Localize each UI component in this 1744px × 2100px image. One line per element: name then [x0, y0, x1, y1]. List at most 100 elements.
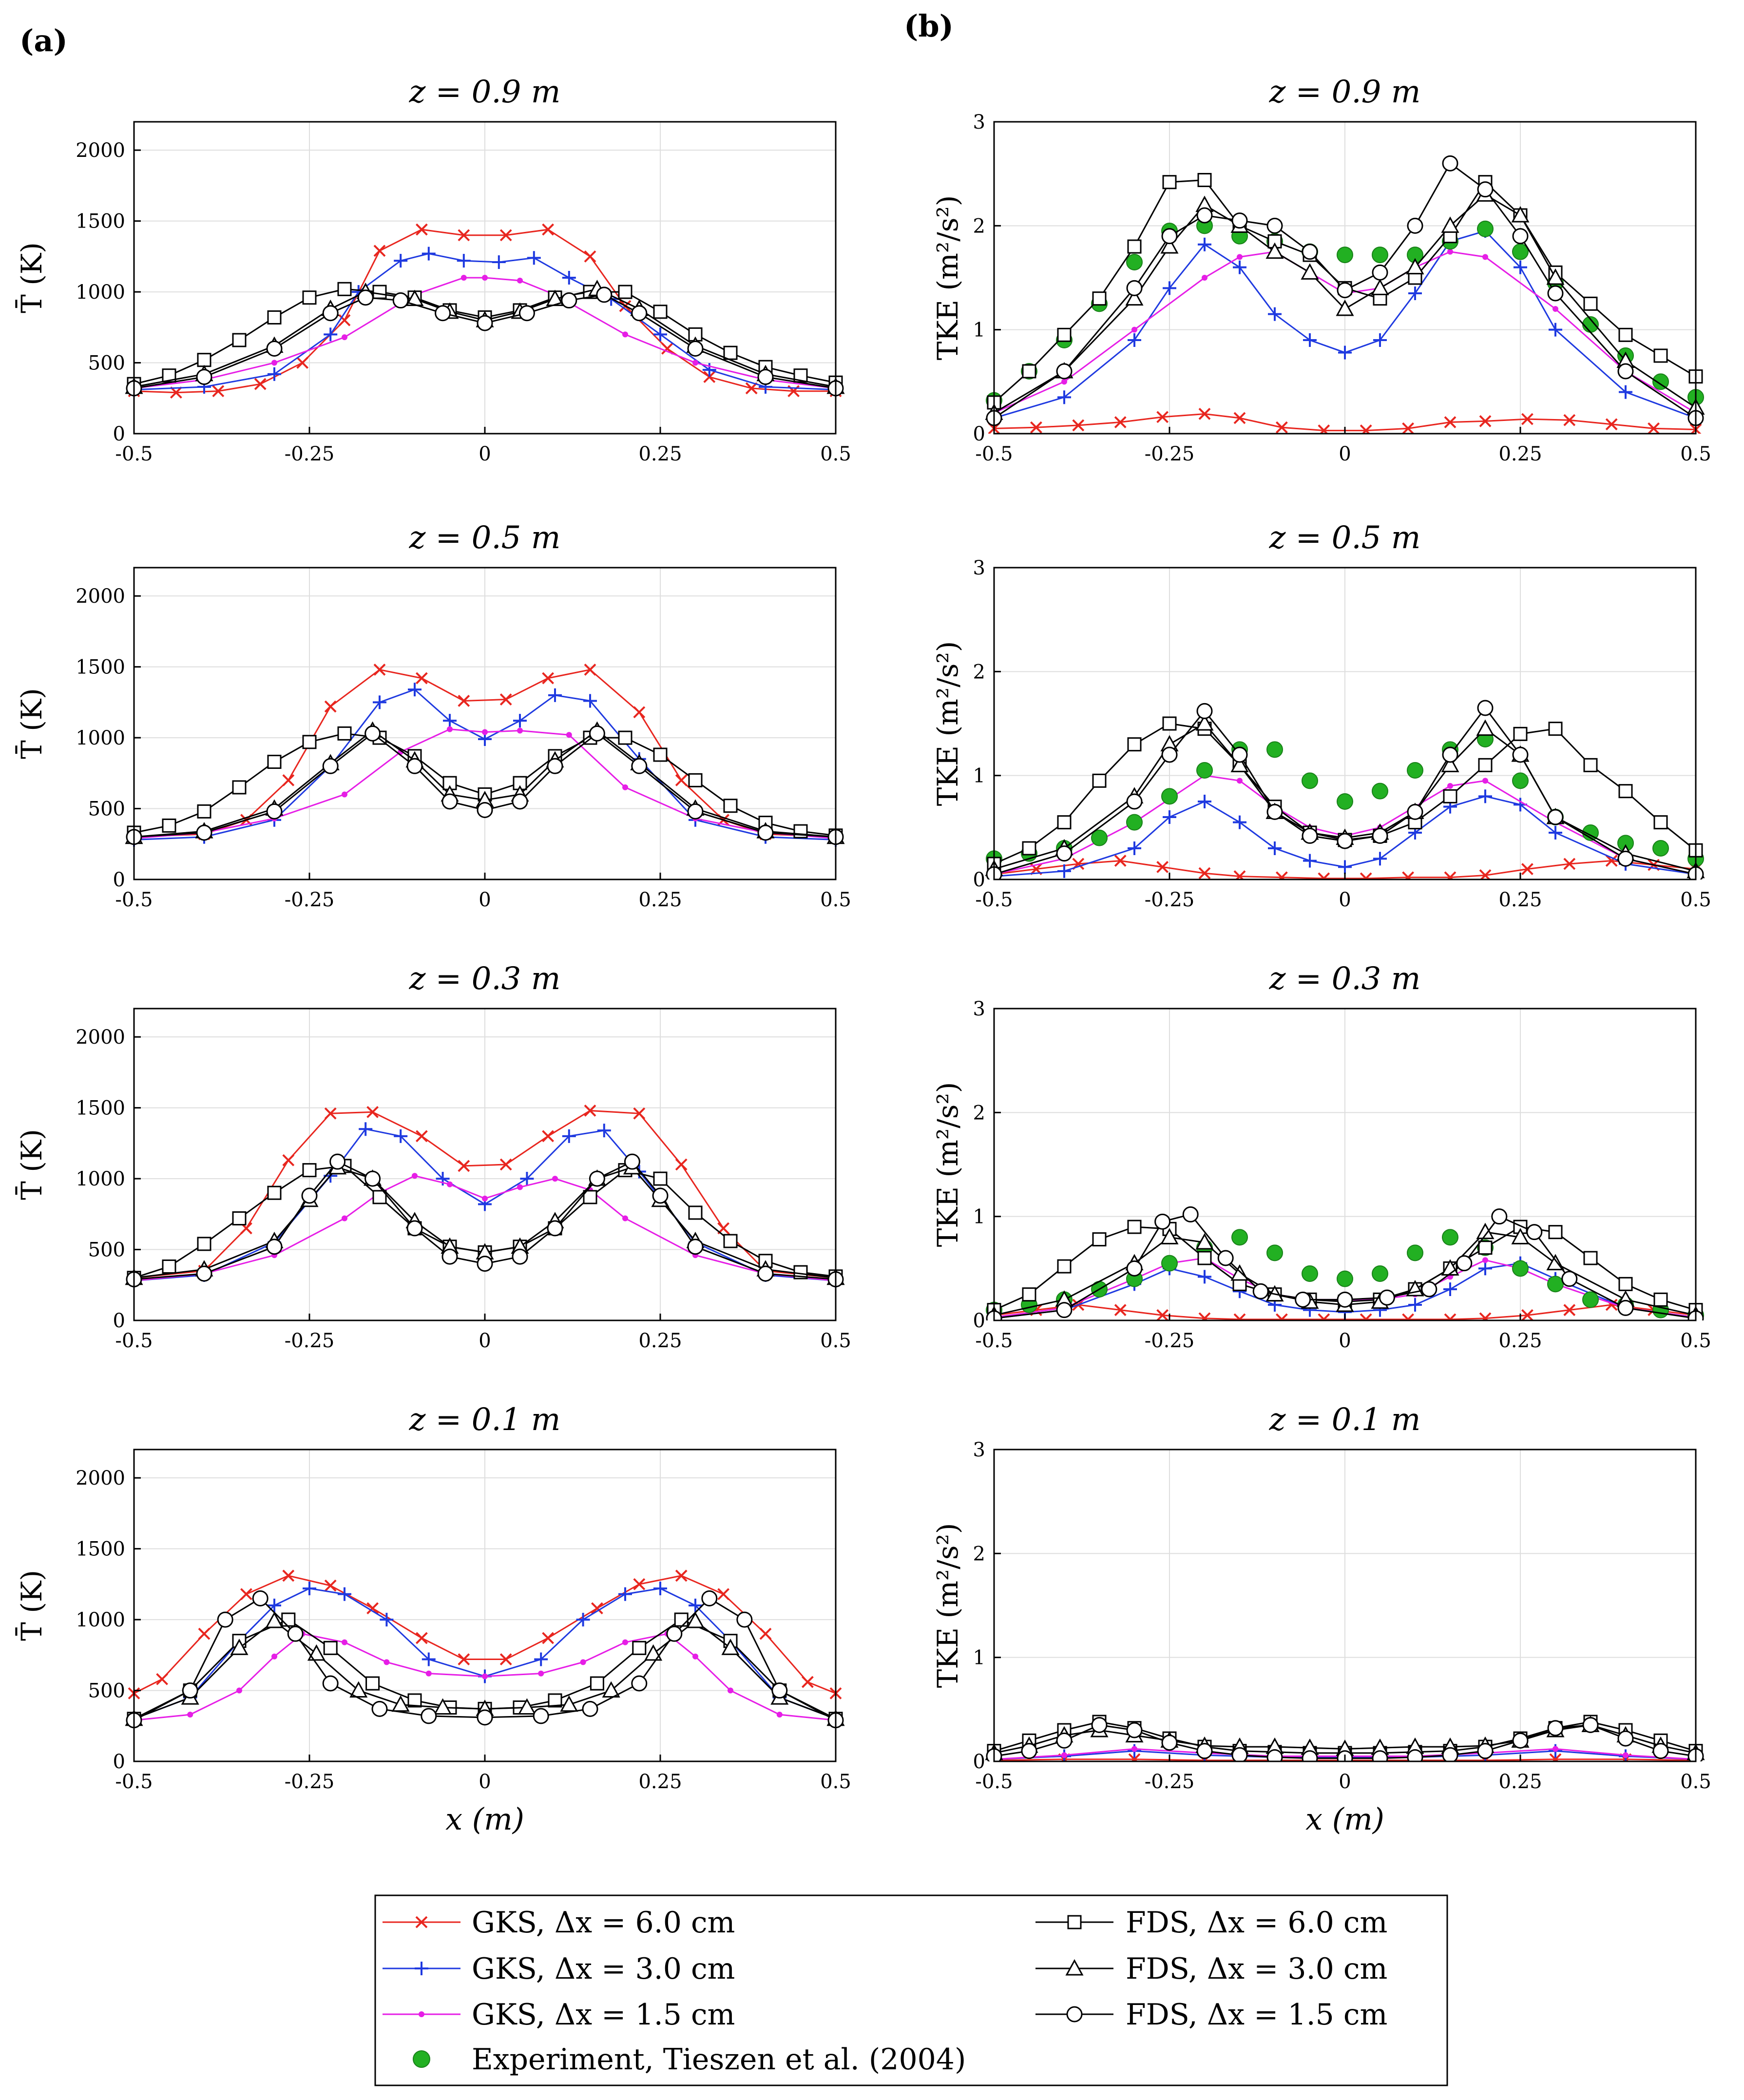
point-fds15: [652, 1187, 669, 1204]
point-fds60: [232, 333, 247, 347]
point-fds15: [1561, 1271, 1578, 1287]
point-gks15: [622, 1639, 628, 1645]
point-fds60: [1653, 348, 1668, 363]
point-gks60: [499, 229, 512, 242]
y-tick-label: 1: [973, 319, 985, 342]
point-fds30: [434, 1698, 452, 1715]
point-fds15: [1652, 1743, 1669, 1759]
point-fds15: [477, 315, 493, 331]
point-fds60: [723, 1234, 738, 1248]
point-gks15: [692, 360, 698, 366]
point-gks30: [562, 1129, 576, 1143]
point-gks60: [1648, 422, 1660, 434]
legend-marker-fds60: [1067, 1915, 1082, 1929]
point-fds15: [1231, 1747, 1248, 1761]
point-gks60: [1114, 1304, 1127, 1317]
point-gks60: [1521, 413, 1533, 425]
point-gks60: [1198, 408, 1211, 420]
point-gks60: [1360, 1313, 1372, 1320]
legend-label-fds30: FDS, Δx = 3.0 cm: [1126, 1952, 1387, 1986]
y-tick-label: 2000: [76, 139, 125, 162]
x-axis-label: x (m): [1305, 1801, 1384, 1837]
point-fds15: [512, 793, 528, 810]
point-gks15: [271, 360, 277, 366]
point-fds15: [701, 1590, 718, 1606]
point-exp: [1196, 762, 1213, 779]
point-gks30: [1373, 852, 1387, 866]
y-tick-label: 1000: [76, 1609, 125, 1631]
point-fds30: [1511, 1228, 1530, 1244]
point-gks60: [282, 774, 295, 786]
point-fds15: [1512, 746, 1529, 763]
point-gks60: [633, 1107, 646, 1120]
point-gks60: [366, 1106, 379, 1118]
point-fds15: [1379, 1289, 1395, 1306]
point-gks60: [633, 706, 646, 719]
point-fds30: [265, 1611, 284, 1628]
point-fds60: [232, 1211, 247, 1226]
point-gks30: [1268, 841, 1282, 855]
point-fds60: [1022, 364, 1036, 379]
x-tick-label: -0.5: [975, 443, 1013, 465]
point-fds15: [589, 725, 605, 742]
point-fds15: [1217, 1250, 1234, 1266]
point-fds60: [1513, 726, 1528, 741]
legend-item-fds30: FDS, Δx = 3.0 cm: [1035, 1952, 1387, 1986]
point-gks60: [1233, 870, 1246, 879]
x-tick-label: 0: [479, 1771, 491, 1793]
point-gks30: [1128, 333, 1141, 347]
point-gks15: [342, 791, 347, 798]
series-group: [125, 223, 845, 399]
point-gks60: [324, 700, 337, 713]
point-gks60: [1605, 855, 1618, 867]
point-fds15: [1091, 1717, 1108, 1733]
point-gks30: [338, 1587, 351, 1601]
point-fds15: [1456, 1255, 1473, 1272]
point-gks15: [1061, 1752, 1067, 1758]
point-fds15: [364, 1170, 381, 1187]
legend-item-gks30: GKS, Δx = 3.0 cm: [383, 1952, 735, 1986]
legend-marker-gks15: [419, 2011, 424, 2017]
y-axis-label: TKE (m²/s²): [931, 195, 964, 361]
chart-b1: -0.5 -0.25 0 0.25 0.5 0 1 2 3 z = 0.5 m TKE (m²/s²…: [931, 520, 1711, 911]
point-gks60: [415, 1632, 428, 1644]
point-gks60: [1318, 424, 1330, 434]
legend-label-gks30: GKS, Δx = 3.0 cm: [472, 1952, 735, 1986]
point-fds15: [477, 1709, 493, 1726]
point-fds60: [590, 1676, 604, 1691]
point-exp: [1442, 1229, 1458, 1246]
x-tick-label: 0: [479, 1330, 491, 1352]
point-gks15: [342, 334, 347, 341]
point-gks60: [1444, 871, 1457, 879]
point-fds15: [687, 803, 704, 820]
point-fds15: [1196, 1743, 1213, 1759]
y-tick-label: 1000: [76, 727, 125, 749]
point-gks15: [460, 275, 467, 281]
point-fds15: [1161, 1735, 1178, 1751]
point-gks30: [583, 694, 597, 708]
y-tick-label: 1500: [76, 1097, 125, 1120]
point-gks30: [408, 683, 422, 697]
point-gks15: [482, 1673, 488, 1680]
point-fds15: [1372, 827, 1388, 844]
point-gks30: [653, 1582, 667, 1596]
point-fds15: [757, 824, 774, 841]
point-fds15: [1512, 228, 1529, 245]
point-gks15: [342, 1639, 347, 1645]
y-axis-label: T̄ (K): [15, 242, 48, 313]
x-tick-label: -0.25: [285, 1330, 335, 1352]
point-fds60: [1583, 1251, 1598, 1265]
point-fds15: [1182, 1206, 1199, 1222]
x-tick-label: 0.25: [638, 443, 682, 465]
legend-item-gks60: GKS, Δx = 6.0 cm: [383, 1906, 735, 1940]
point-fds15: [1407, 803, 1423, 820]
legend-item-gks15: GKS, Δx = 1.5 cm: [383, 1998, 735, 2032]
point-gks60: [1198, 1312, 1211, 1320]
point-gks60: [703, 371, 716, 383]
point-fds15: [301, 1187, 318, 1204]
legend-marker-gks30: [415, 1962, 428, 1975]
series-group: [125, 664, 845, 847]
y-tick-label: 2000: [76, 1026, 125, 1049]
point-fds15: [1266, 803, 1283, 820]
